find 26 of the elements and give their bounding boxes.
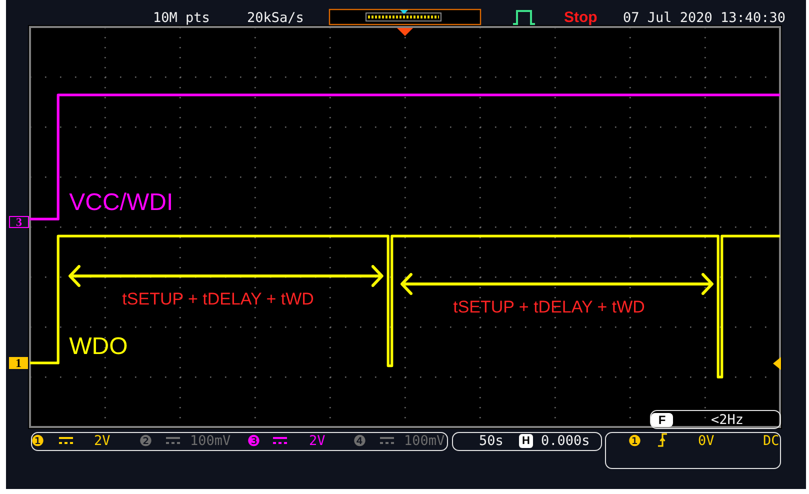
text: 100mV — [190, 433, 231, 449]
text: <2Hz — [711, 412, 744, 428]
text: ❸ — [247, 432, 260, 450]
text: 3 — [9, 215, 29, 229]
text: 2V — [309, 433, 326, 449]
annotation: tSETUP + tDELAY + tWD — [122, 290, 314, 309]
text: ❷ — [139, 432, 152, 450]
text: 50s — [479, 433, 504, 449]
text: 2V — [94, 433, 110, 449]
annotation: tSETUP + tDELAY + tWD — [453, 298, 645, 317]
series-label: VCC/WDI — [69, 189, 174, 216]
text: 0.000s — [541, 433, 590, 449]
series-label: WDO — [69, 332, 128, 360]
text: 07 Jul 2020 13:40:30 — [623, 10, 786, 26]
text: 10M pts — [153, 10, 210, 26]
text: Stop — [564, 9, 598, 26]
text: H — [519, 434, 533, 448]
text: ❶ — [31, 432, 44, 450]
text: 20kSa/s — [247, 10, 304, 26]
text: DC — [763, 433, 780, 449]
text: ❹ — [353, 432, 366, 450]
text: 1 — [9, 356, 28, 370]
text: 0V — [698, 433, 714, 449]
text: 100mV — [404, 433, 445, 449]
text: ❶ — [628, 432, 642, 450]
text: F — [651, 413, 673, 427]
